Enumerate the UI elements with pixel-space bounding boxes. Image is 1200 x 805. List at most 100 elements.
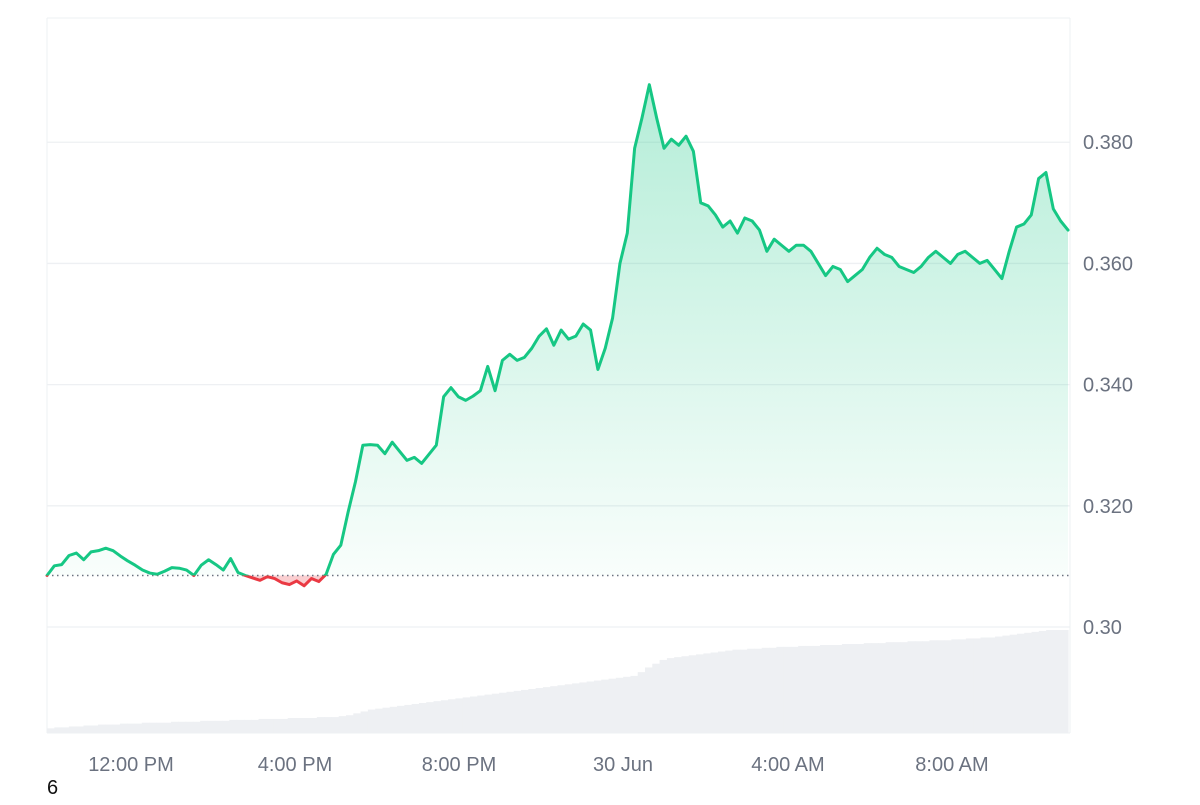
volume-bar bbox=[346, 715, 354, 733]
volume-bar bbox=[243, 719, 252, 733]
volume-bar bbox=[382, 707, 391, 733]
volume-bar bbox=[141, 722, 150, 733]
y-tick-label: 0.320 bbox=[1083, 496, 1133, 518]
volume-bar bbox=[170, 721, 179, 733]
volume-bar bbox=[251, 719, 260, 733]
volume-bar bbox=[506, 691, 515, 733]
price-line bbox=[45, 83, 1070, 588]
volume-bar bbox=[236, 719, 245, 733]
volume-bar bbox=[163, 722, 172, 733]
volume-bar bbox=[513, 690, 522, 733]
volume-bar bbox=[119, 723, 128, 733]
volume-bar bbox=[316, 717, 325, 733]
volume-bar bbox=[528, 688, 537, 733]
volume-bar bbox=[258, 718, 267, 733]
volume-bar bbox=[732, 649, 741, 733]
volume-bar bbox=[207, 720, 216, 733]
volume-bar bbox=[156, 722, 165, 733]
volume-bar bbox=[586, 681, 595, 733]
volume-bar bbox=[484, 694, 493, 733]
volume-bar bbox=[995, 636, 1003, 733]
volume-bar bbox=[1009, 634, 1018, 733]
volume-bar bbox=[907, 641, 916, 733]
volume-bar bbox=[637, 672, 646, 733]
volume-bar bbox=[338, 716, 347, 733]
x-tick-label: 4:00 AM bbox=[751, 754, 824, 776]
volume-bar bbox=[601, 679, 610, 733]
volume-bar bbox=[856, 644, 865, 733]
volume-bar bbox=[703, 653, 712, 733]
volume-bar bbox=[652, 663, 661, 733]
x-tick-label: 8:00 AM bbox=[915, 754, 988, 776]
volume-bar bbox=[951, 639, 960, 733]
volume-bar bbox=[433, 701, 442, 733]
volume-bar bbox=[630, 675, 639, 733]
x-tick-label: 30 Jun bbox=[593, 754, 653, 776]
y-tick-label: 0.30 bbox=[1083, 617, 1122, 639]
volume-bar bbox=[98, 724, 106, 733]
volume-bar bbox=[426, 702, 435, 733]
volume-bar bbox=[674, 657, 683, 733]
volume-bar bbox=[645, 667, 653, 733]
volume-bar bbox=[134, 723, 143, 733]
volume-bar bbox=[54, 727, 63, 733]
area-fill-up bbox=[47, 84, 1068, 576]
y-axis-ticks: 0.30 0.320 0.340 0.360 0.380 bbox=[1083, 132, 1133, 639]
volume-bar bbox=[761, 647, 770, 733]
volume-bar bbox=[455, 698, 464, 733]
volume-bar bbox=[863, 643, 872, 733]
volume-bar bbox=[550, 686, 559, 733]
volume-bar bbox=[222, 720, 230, 733]
volume-bar bbox=[973, 638, 982, 733]
volume-bar bbox=[535, 688, 544, 733]
volume-bar bbox=[265, 718, 274, 733]
volume-bar bbox=[980, 637, 989, 733]
volume-bar bbox=[688, 655, 697, 733]
volume-bar bbox=[324, 717, 333, 733]
volume-bar bbox=[572, 683, 580, 733]
y-tick-label: 0.340 bbox=[1083, 375, 1133, 397]
price-line-up bbox=[45, 83, 1070, 576]
volume-bar bbox=[353, 713, 362, 733]
volume-bar bbox=[747, 648, 756, 733]
volume-bar bbox=[564, 684, 573, 733]
volume-bar bbox=[965, 638, 974, 733]
volume-bar bbox=[309, 718, 318, 733]
volume-bar bbox=[922, 641, 931, 733]
volume-bar bbox=[834, 644, 843, 733]
volume-bar bbox=[936, 640, 945, 733]
x-tick-label: 4:00 PM bbox=[258, 754, 332, 776]
volume-bar bbox=[178, 721, 187, 733]
volume-bar bbox=[112, 724, 121, 733]
volume-bar bbox=[812, 645, 821, 733]
volume-bar bbox=[1024, 632, 1033, 733]
volume-bar bbox=[491, 693, 500, 733]
volume-bar bbox=[805, 645, 814, 733]
x-tick-label: 8:00 PM bbox=[422, 754, 496, 776]
volume-bar bbox=[440, 700, 449, 733]
volume-bar bbox=[462, 697, 471, 733]
volume-bar bbox=[790, 646, 799, 733]
volume-bar bbox=[367, 709, 376, 733]
footnote-text: 6 bbox=[47, 777, 59, 799]
volume-bar bbox=[878, 643, 887, 733]
volume-bar bbox=[885, 642, 894, 733]
volume-bar bbox=[768, 647, 777, 733]
volume-bar bbox=[841, 644, 850, 733]
volume-bar bbox=[499, 692, 508, 733]
volume-bar bbox=[477, 695, 486, 733]
volume-bar bbox=[469, 696, 478, 733]
volume-bar bbox=[958, 639, 967, 733]
volume-bar bbox=[900, 642, 909, 733]
volume-bar bbox=[710, 652, 719, 733]
volume-bar bbox=[717, 651, 726, 733]
y-tick-label: 0.380 bbox=[1083, 132, 1133, 154]
volume-bar bbox=[987, 637, 996, 733]
volume-bar bbox=[666, 658, 675, 733]
volume-bar bbox=[820, 644, 828, 733]
x-tick-label: 12:00 PM bbox=[88, 754, 174, 776]
volume-bar bbox=[404, 704, 413, 733]
volume-bar bbox=[1031, 631, 1040, 733]
